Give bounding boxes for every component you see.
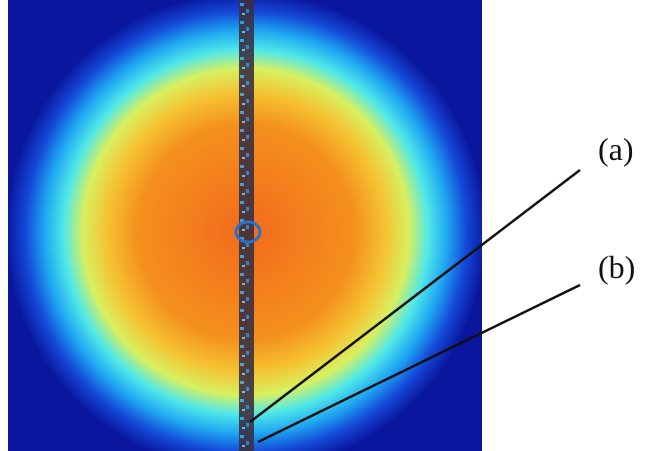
- fiber-stripe: [239, 0, 254, 451]
- label-a: (a): [598, 131, 634, 167]
- label-b: (b): [598, 249, 635, 285]
- page: (a) (b) (() => { const data = JSON.parse…: [0, 0, 669, 451]
- beam-image: [8, 0, 482, 451]
- figure: (a) (b): [0, 0, 669, 451]
